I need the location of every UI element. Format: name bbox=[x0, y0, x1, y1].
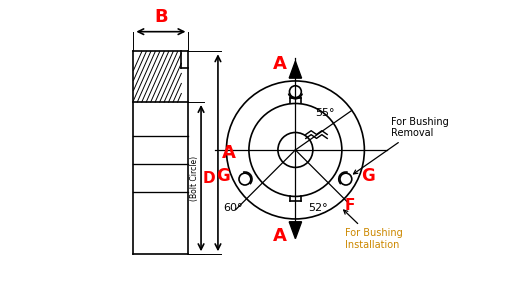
Text: D: D bbox=[203, 171, 215, 186]
Text: For Bushing
Installation: For Bushing Installation bbox=[343, 210, 402, 250]
Text: A: A bbox=[273, 55, 287, 73]
Text: G: G bbox=[361, 167, 375, 185]
Polygon shape bbox=[289, 222, 301, 239]
Text: For Bushing
Removal: For Bushing Removal bbox=[353, 117, 449, 174]
Text: (Bolt Circle): (Bolt Circle) bbox=[190, 156, 199, 201]
Polygon shape bbox=[289, 61, 301, 78]
Text: 55°: 55° bbox=[315, 108, 335, 118]
Text: G: G bbox=[216, 167, 229, 185]
Text: B: B bbox=[154, 8, 168, 26]
Text: F: F bbox=[345, 198, 355, 213]
Text: A: A bbox=[222, 144, 236, 162]
Text: A: A bbox=[273, 227, 287, 245]
Text: 60°: 60° bbox=[224, 203, 243, 213]
Text: 52°: 52° bbox=[308, 203, 328, 213]
